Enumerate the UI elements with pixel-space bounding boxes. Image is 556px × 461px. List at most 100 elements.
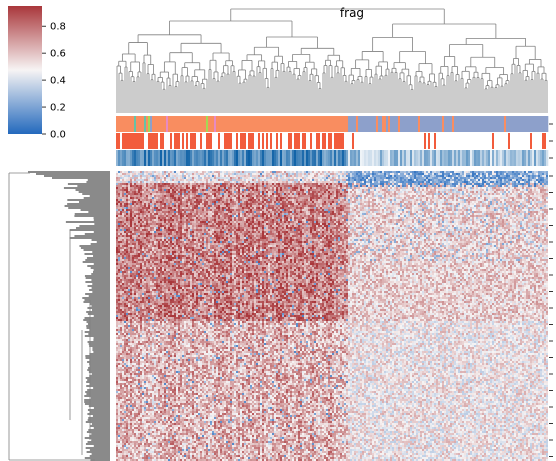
score-annotation-cell	[364, 150, 367, 166]
group-annotation-cell	[320, 116, 323, 132]
score-annotation-cell	[264, 150, 267, 166]
score-annotation-cell	[160, 150, 163, 166]
score-annotation-cell	[390, 150, 393, 166]
score-annotation-cell	[366, 150, 369, 166]
group-annotation-cell	[182, 116, 185, 132]
group-annotation-cell	[500, 116, 503, 132]
group-annotation-cell	[132, 116, 135, 132]
score-annotation-cell	[512, 150, 515, 166]
score-annotation-cell	[150, 150, 153, 166]
score-annotation-cell	[258, 150, 261, 166]
subtype-annotation-cell	[366, 133, 369, 149]
group-annotation-cell	[346, 116, 349, 132]
group-annotation-cell	[436, 116, 439, 132]
group-annotation-cell	[270, 116, 273, 132]
subtype-annotation-cell	[362, 133, 365, 149]
group-annotation-cell	[538, 116, 541, 132]
subtype-annotation-cell	[476, 133, 479, 149]
group-annotation-cell	[252, 116, 255, 132]
subtype-annotation-cell	[544, 133, 547, 149]
subtype-annotation-cell	[138, 133, 141, 149]
group-annotation-cell	[188, 116, 191, 132]
group-annotation-cell	[518, 116, 521, 132]
score-annotation-cell	[432, 150, 435, 166]
row-dendrogram	[8, 170, 110, 461]
group-annotation-cell	[348, 116, 351, 132]
group-annotation-cell	[254, 116, 257, 132]
score-annotation-cell	[292, 150, 295, 166]
group-annotation-cell	[206, 116, 209, 132]
score-annotation-cell	[474, 150, 477, 166]
group-annotation-cell	[232, 116, 235, 132]
group-annotation-cell	[242, 116, 245, 132]
subtype-annotation-cell	[292, 133, 295, 149]
subtype-annotation-cell	[234, 133, 237, 149]
score-annotation-cell	[280, 150, 283, 166]
group-annotation-cell	[172, 116, 175, 132]
score-annotation-cell	[184, 150, 187, 166]
score-annotation-cell	[454, 150, 457, 166]
group-annotation-cell	[470, 116, 473, 132]
score-annotation-cell	[506, 150, 509, 166]
score-annotation-cell	[494, 150, 497, 166]
score-annotation-cell	[336, 150, 339, 166]
colorbar-tick-label: 0.4	[50, 76, 66, 87]
score-annotation-cell	[440, 150, 443, 166]
group-annotation-cell	[498, 116, 501, 132]
subtype-annotation-cell	[482, 133, 485, 149]
group-annotation-cell	[384, 116, 387, 132]
score-annotation-cell	[446, 150, 449, 166]
group-annotation-cell	[220, 116, 223, 132]
group-annotation-cell	[286, 116, 289, 132]
score-annotation-cell	[468, 150, 471, 166]
subtype-annotation-cell	[460, 133, 463, 149]
group-annotation-cell	[424, 116, 427, 132]
subtype-annotation-cell	[190, 133, 193, 149]
group-annotation-cell	[116, 116, 119, 132]
subtype-annotation-cell	[538, 133, 541, 149]
score-annotation-cell	[456, 150, 459, 166]
subtype-annotation-cell	[256, 133, 259, 149]
subtype-annotation-cell	[168, 133, 171, 149]
subtype-annotation-cell	[284, 133, 287, 149]
subtype-annotation-cell	[230, 133, 233, 149]
group-annotation-cell	[314, 116, 317, 132]
subtype-annotation-cell	[154, 133, 157, 149]
group-annotation-cell	[488, 116, 491, 132]
subtype-annotation-cell	[128, 133, 131, 149]
group-annotation-cell	[338, 116, 341, 132]
subtype-annotation-cell	[240, 133, 243, 149]
score-annotation-cell	[164, 150, 167, 166]
group-annotation-cell	[530, 116, 533, 132]
score-annotation-cell	[384, 150, 387, 166]
subtype-annotation-cell	[380, 133, 383, 149]
score-annotation-cell	[528, 150, 531, 166]
group-annotation-cell	[126, 116, 129, 132]
subtype-annotation-cell	[118, 133, 121, 149]
group-annotation-cell	[352, 116, 355, 132]
score-annotation-cell	[178, 150, 181, 166]
subtype-annotation-cell	[484, 133, 487, 149]
group-annotation-cell	[432, 116, 435, 132]
score-annotation-cell	[284, 150, 287, 166]
score-annotation-cell	[118, 150, 121, 166]
score-annotation-cell	[414, 150, 417, 166]
group-annotation-cell	[310, 116, 313, 132]
score-annotation-cell	[310, 150, 313, 166]
subtype-annotation-cell	[294, 133, 297, 149]
score-annotation-cell	[306, 150, 309, 166]
subtype-annotation-cell	[150, 133, 153, 149]
subtype-annotation-cell	[126, 133, 129, 149]
score-annotation-cell	[416, 150, 419, 166]
subtype-annotation-cell	[342, 133, 345, 149]
score-annotation-cell	[156, 150, 159, 166]
group-annotation-cell	[370, 116, 373, 132]
score-annotation-cell	[450, 150, 453, 166]
score-annotation-cell	[404, 150, 407, 166]
group-annotation-cell	[546, 116, 549, 132]
group-annotation-cell	[248, 116, 251, 132]
subtype-annotation-cell	[480, 133, 483, 149]
group-annotation-cell	[438, 116, 441, 132]
group-annotation-cell	[142, 116, 145, 132]
group-annotation-cell	[456, 116, 459, 132]
